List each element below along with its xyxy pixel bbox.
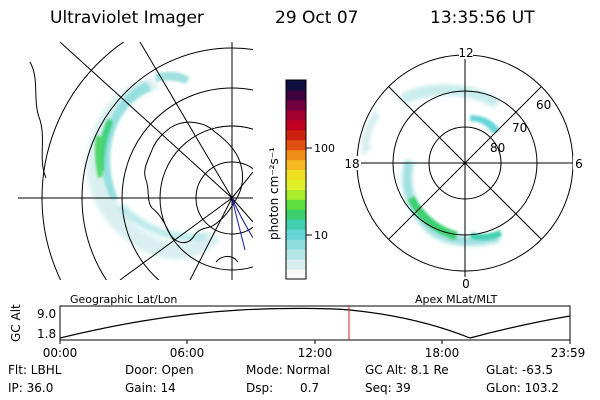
colorbar-stripe: [286, 159, 306, 171]
altitude-ytick-1: 1.8: [37, 327, 56, 341]
geographic-caption: Geographic Lat/Lon: [70, 293, 177, 306]
observation-date: 29 Oct 07: [275, 8, 359, 28]
mlat-label-80: 80: [490, 141, 505, 155]
altitude-xtick-2: 12:00: [298, 346, 333, 360]
colorbar-stripe: [286, 219, 306, 230]
altitude-xtick-3: 18:00: [425, 346, 460, 360]
colorbar-stripe: [286, 229, 306, 240]
door-info: Door: Open: [125, 363, 194, 377]
colorbar-tick-100: 100: [314, 142, 335, 155]
mlt-label-6: 6: [575, 157, 583, 171]
apex-polar-plot: 12 18 6 0 60 70 80 Apex MLat/MLT: [343, 45, 585, 306]
apex-caption: Apex MLat/MLT: [415, 293, 498, 306]
colorbar-stripe: [286, 80, 306, 91]
mlt-label-12: 12: [458, 46, 473, 60]
observation-time: 13:35:56 UT: [430, 8, 535, 28]
colorbar-stripe: [286, 149, 306, 161]
mlat-label-70: 70: [512, 121, 527, 135]
mode-info: Mode: Normal: [246, 363, 330, 377]
colorbar-stripe: [286, 179, 306, 190]
colorbar-stripe: [286, 119, 306, 131]
colorbar-unit-label: photon cm⁻²s⁻¹: [267, 147, 281, 240]
altitude-curve: [59, 307, 571, 339]
glat-info: GLat: -63.5: [486, 363, 553, 377]
mlat-label-60: 60: [536, 98, 551, 112]
left-map-grid: [18, 42, 253, 280]
filter-info: Flt: LBHL: [8, 363, 62, 377]
colorbar-tick-10: 10: [314, 229, 328, 242]
polar-grid: [350, 50, 580, 278]
altitude-xtick-1: 06:00: [170, 346, 205, 360]
gc-alt-info: GC Alt: 8.1 Re: [365, 363, 449, 377]
coastline-west: [29, 61, 47, 179]
altitude-xtick-4: 23:59: [551, 346, 586, 360]
instrument-title: Ultraviolet Imager: [50, 8, 204, 28]
altitude-xtick-0: 00:00: [43, 346, 78, 360]
seq-info: Seq: 39: [365, 381, 411, 395]
colorbar-stripe: [286, 109, 306, 121]
altitude-strip: 9.0 1.8 GC Alt 00:00 06:00 12:00 18:00 2…: [9, 304, 585, 360]
colorbar-stripes: [286, 80, 306, 280]
altitude-ytick-9: 9.0: [37, 307, 56, 321]
ip-info: IP: 36.0: [8, 381, 54, 395]
colorbar-stripe: [286, 259, 306, 270]
colorbar-stripe: [286, 249, 306, 260]
coastline-south: [215, 255, 239, 263]
coastline: [144, 121, 243, 243]
mlt-label-18: 18: [344, 157, 359, 171]
colorbar-stripe: [286, 129, 306, 141]
colorbar-stripe: [286, 209, 306, 220]
colorbar-stripe: [286, 139, 306, 151]
colorbar-stripe: [286, 189, 306, 200]
colorbar-stripe: [286, 239, 306, 250]
gain-info: Gain: 14: [125, 381, 176, 395]
left-aurora-image: [86, 71, 220, 260]
geographic-map: Geographic Lat/Lon: [18, 42, 253, 306]
colorbar-stripe: [286, 169, 306, 180]
magnetic-field-lines: [231, 197, 253, 251]
mlt-label-0: 0: [462, 277, 470, 291]
dsp-label: Dsp:: [246, 381, 274, 395]
colorbar: 100 10 photon cm⁻²s⁻¹: [267, 79, 335, 280]
colorbar-stripe: [286, 269, 306, 280]
colorbar-stripe: [286, 199, 306, 210]
altitude-ylabel: GC Alt: [9, 304, 23, 342]
glon-info: GLon: 103.2: [486, 381, 559, 395]
dsp-value: 0.7: [300, 381, 320, 395]
colorbar-stripe: [286, 89, 306, 101]
altitude-xticks: [59, 340, 571, 344]
colorbar-stripe: [286, 99, 306, 111]
right-aurora-image: [361, 84, 502, 246]
